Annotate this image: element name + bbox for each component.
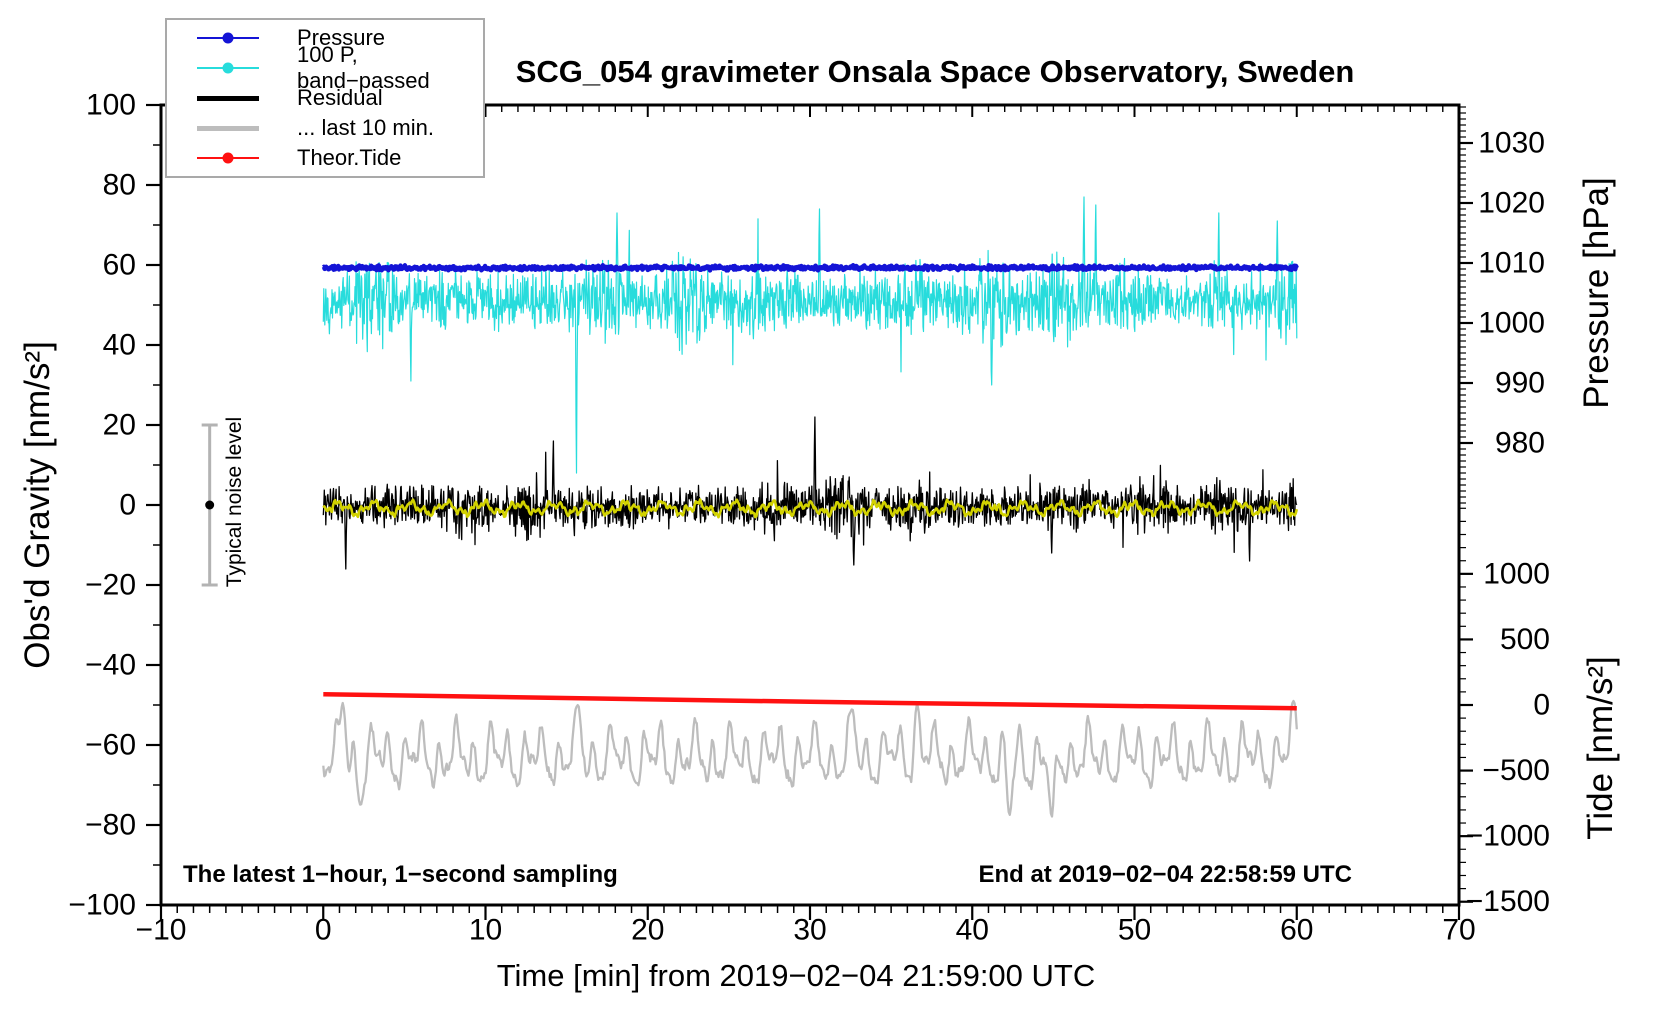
legend-sample-dot <box>222 32 234 44</box>
typical-noise-level-label: Typical noise level <box>223 416 246 588</box>
series-pressure <box>321 262 1299 273</box>
series-100-p-band-passed <box>322 196 1298 474</box>
legend-item-label: Theor.Tide <box>297 145 402 170</box>
gravity-tick-label: −80 <box>85 809 136 842</box>
gravity-tick-label: 60 <box>103 249 136 282</box>
legend-sample-dot <box>222 62 234 74</box>
legend-sample-line <box>197 125 259 131</box>
x-tick-label: 70 <box>1442 914 1475 947</box>
gravity-tick-label: 100 <box>86 89 136 122</box>
legend-sample-line <box>197 62 259 74</box>
page-title: SCG_054 gravimeter Onsala Space Observat… <box>515 54 1355 89</box>
legend-sample-line <box>197 152 259 164</box>
gravity-tick-label: −40 <box>85 649 136 682</box>
gravity-tick-label: 0 <box>119 489 136 522</box>
x-tick-label: 10 <box>469 914 502 947</box>
pressure-tick-label: 980 <box>1495 427 1545 460</box>
legend-sample-line <box>197 32 259 44</box>
gravity-tick-label: −60 <box>85 729 136 762</box>
pressure-tick-label: 1010 <box>1478 247 1545 280</box>
legend-sample-dot <box>222 152 234 164</box>
legend-item: ... last 10 min. <box>167 114 483 142</box>
legend-item: Theor.Tide <box>167 144 483 172</box>
series-last-10-min <box>322 699 1298 818</box>
x-tick-label: 0 <box>315 914 332 947</box>
gravity-tick-label: 20 <box>103 409 136 442</box>
pressure-tick-label: 990 <box>1495 367 1545 400</box>
tide-axis-title: Tide [nm/s²] <box>1581 656 1620 840</box>
pressure-tick-label: 1030 <box>1478 127 1545 160</box>
tide-tick-label: 1000 <box>1483 557 1550 590</box>
legend-sample-line <box>197 95 259 101</box>
legend-item: Residual <box>167 84 483 112</box>
legend-item-label: Residual <box>297 85 383 110</box>
x-tick-label: 50 <box>1118 914 1151 947</box>
series-residual <box>322 416 1298 570</box>
sampling-note: The latest 1−hour, 1−second sampling <box>183 861 618 888</box>
end-timestamp-note: End at 2019−02−04 22:58:59 UTC <box>978 861 1352 888</box>
legend-item-label: Pressure <box>297 25 386 50</box>
time-axis-title: Time [min] from 2019−02−04 21:59:00 UTC <box>496 958 1096 993</box>
tide-tick-label: 500 <box>1500 623 1550 656</box>
tide-tick-label: 0 <box>1533 689 1550 722</box>
gravity-tick-label: 40 <box>103 329 136 362</box>
x-tick-label: −10 <box>136 914 187 947</box>
legend-item: 100 P, band−passed <box>167 42 483 93</box>
legend-item: Pressure <box>167 24 483 52</box>
gravity-axis-title: Obs'd Gravity [nm/s²] <box>18 341 57 669</box>
pressure-tick-label: 1000 <box>1478 307 1545 340</box>
legend-item-label: 100 P, band−passed <box>297 42 430 93</box>
series-theor-tide <box>323 691 1297 711</box>
pressure-axis-title: Pressure [hPa] <box>1577 177 1616 409</box>
tide-tick-label: −1500 <box>1466 885 1550 918</box>
x-tick-label: 20 <box>631 914 664 947</box>
gravity-tick-label: −20 <box>85 569 136 602</box>
gravity-tick-label: −100 <box>68 889 136 922</box>
gravity-tick-label: 80 <box>103 169 136 202</box>
tick-labels: −10 0 10 20 30 40 50 60 70−100−80−60−40−20020406… <box>68 89 1550 947</box>
plot-frame <box>159 103 1461 907</box>
noise-center-dot <box>205 500 215 510</box>
legend-item-label: ... last 10 min. <box>297 115 434 140</box>
typical-noise-errorbar <box>201 423 218 587</box>
x-tick-label: 60 <box>1280 914 1313 947</box>
x-tick-label: 30 <box>793 914 826 947</box>
tide-tick-label: −1000 <box>1466 820 1550 853</box>
legend: Pressure 100 P, band−passed Residual ... la… <box>165 18 485 178</box>
pressure-tick-label: 1020 <box>1478 187 1545 220</box>
tide-tick-label: −500 <box>1482 754 1550 787</box>
x-tick-label: 40 <box>956 914 989 947</box>
data-series <box>321 196 1299 818</box>
series-residual-smoothed <box>322 498 1299 519</box>
